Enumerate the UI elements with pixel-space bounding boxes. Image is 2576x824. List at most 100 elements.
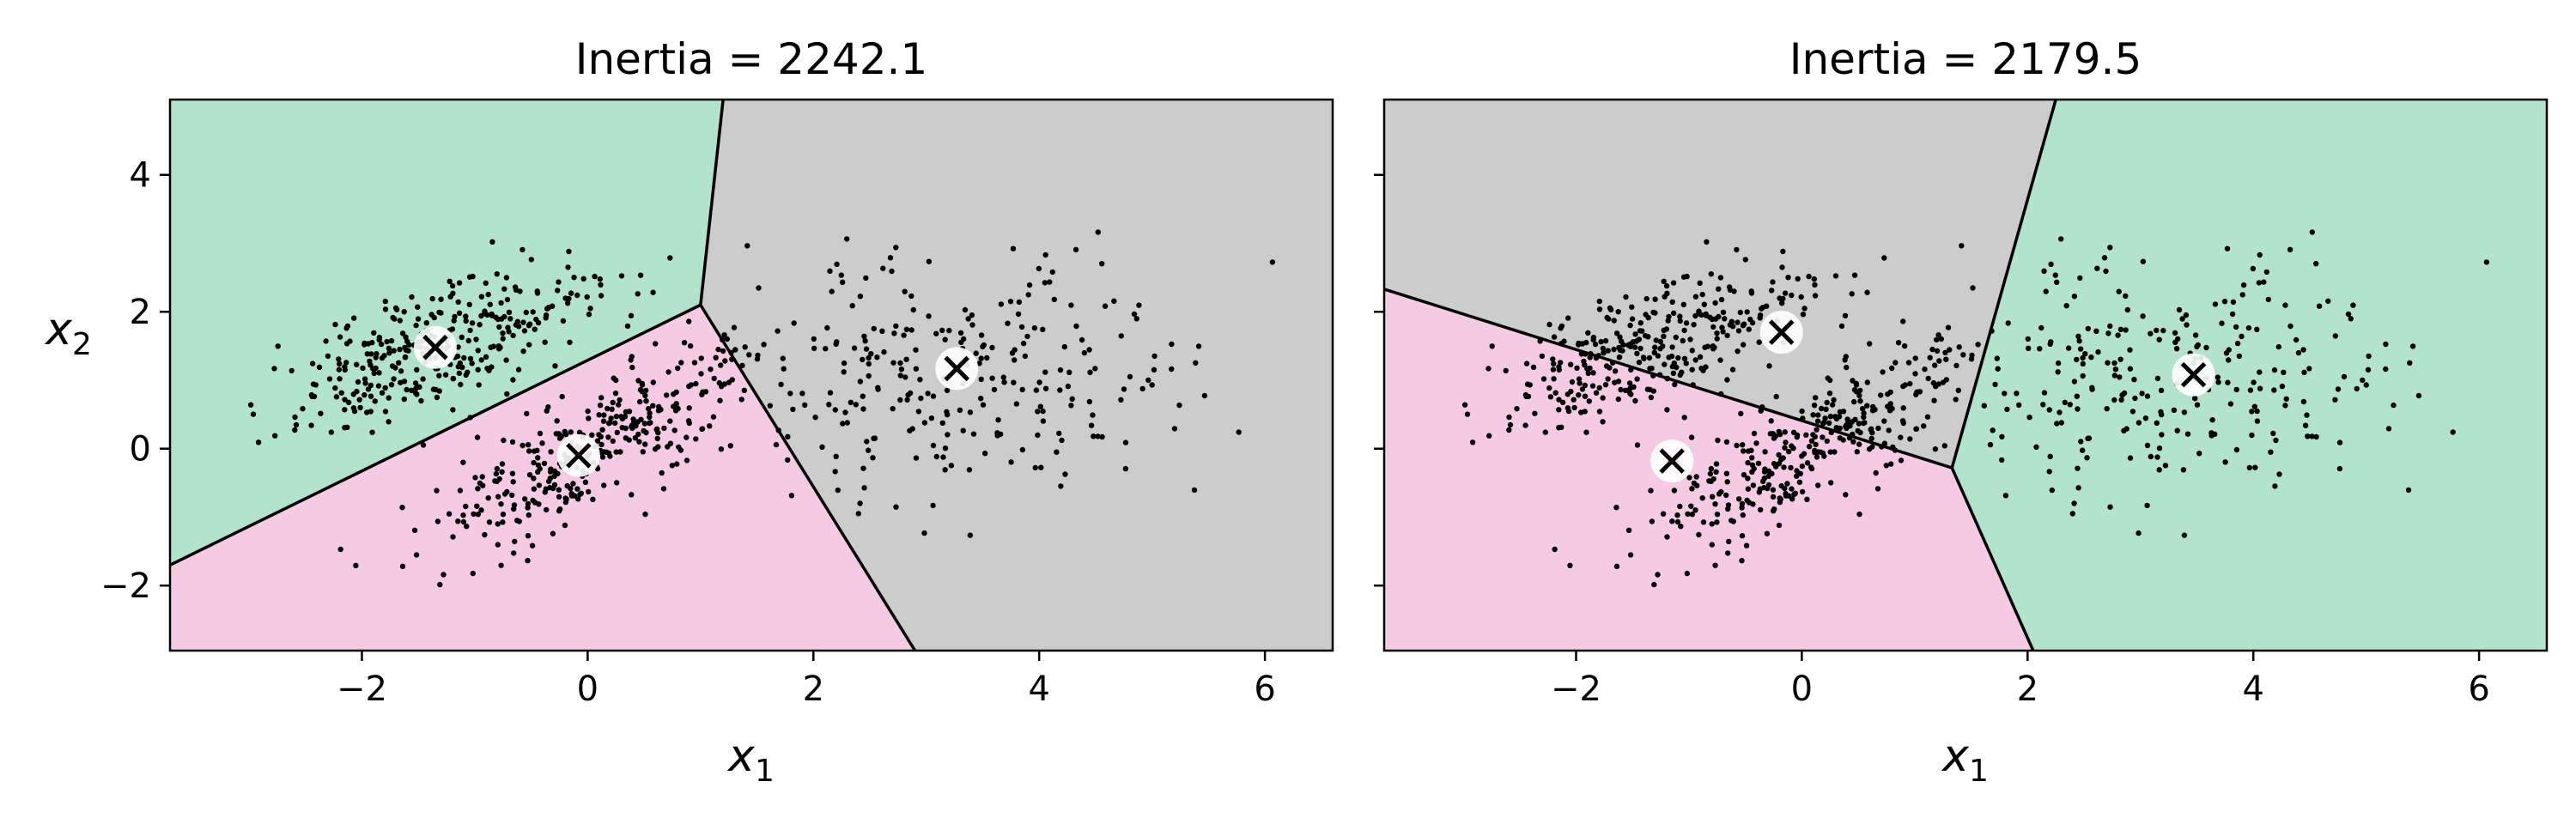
- data-point: [1942, 349, 1948, 355]
- data-point: [812, 415, 818, 421]
- data-point: [686, 383, 692, 390]
- data-point: [1990, 427, 1996, 433]
- data-point: [1072, 246, 1079, 252]
- data-point: [966, 467, 973, 473]
- data-point: [1740, 323, 1747, 329]
- data-point: [1912, 371, 1918, 377]
- data-point: [2093, 328, 2099, 334]
- data-point: [1664, 407, 1670, 413]
- data-point: [1650, 373, 1656, 379]
- data-point: [1987, 441, 1994, 448]
- data-point: [2254, 418, 2261, 424]
- data-point: [507, 316, 513, 322]
- data-point: [904, 397, 910, 403]
- data-point: [1824, 438, 1830, 445]
- data-point: [1886, 427, 1892, 433]
- data-point: [1847, 423, 1853, 429]
- data-point: [715, 346, 721, 353]
- data-point: [2415, 392, 2422, 399]
- data-point: [465, 337, 471, 344]
- data-point: [1596, 409, 1603, 415]
- data-point: [477, 480, 483, 487]
- data-point: [1005, 320, 1011, 326]
- data-point: [1042, 385, 1049, 391]
- data-point: [413, 322, 419, 329]
- data-point: [1565, 408, 1572, 415]
- data-point: [1821, 453, 1827, 459]
- data-point: [905, 392, 911, 398]
- data-point: [2383, 366, 2389, 373]
- data-point: [2309, 229, 2315, 235]
- data-point: [534, 447, 540, 453]
- x-axis-label-main: x: [1941, 730, 1970, 782]
- data-point: [1814, 454, 1820, 460]
- data-point: [1771, 508, 1777, 514]
- data-point: [376, 336, 382, 342]
- data-point: [509, 492, 515, 499]
- data-point: [802, 402, 808, 409]
- data-point: [1718, 391, 1724, 397]
- data-point: [475, 348, 481, 354]
- data-point: [2245, 324, 2252, 331]
- data-point: [732, 347, 738, 353]
- data-point: [1741, 472, 1747, 478]
- data-point: [391, 348, 397, 354]
- data-point: [1924, 414, 1931, 420]
- data-point: [1707, 470, 1714, 477]
- data-point: [499, 469, 505, 475]
- data-point: [713, 354, 719, 360]
- data-point: [780, 355, 786, 361]
- data-point: [638, 416, 644, 422]
- data-point: [2180, 467, 2187, 473]
- data-point: [2249, 409, 2255, 415]
- data-point: [1193, 360, 1199, 366]
- data-point: [819, 444, 825, 450]
- data-point: [1139, 385, 1145, 392]
- data-point: [1796, 479, 1803, 485]
- data-point: [1656, 372, 1663, 378]
- data-point: [1601, 350, 1607, 356]
- x-tick-label: 4: [1028, 670, 1049, 709]
- data-point: [472, 475, 478, 481]
- data-point: [2074, 356, 2080, 363]
- data-point: [1564, 391, 1571, 397]
- data-point: [1739, 558, 1745, 564]
- data-point: [510, 377, 516, 383]
- data-point: [1779, 300, 1785, 306]
- data-point: [2162, 463, 2169, 469]
- data-point: [1626, 390, 1633, 397]
- data-point: [1887, 401, 1893, 407]
- data-point: [2080, 373, 2086, 379]
- data-point: [1825, 375, 1831, 381]
- data-point: [1095, 229, 1102, 235]
- data-point: [863, 346, 870, 352]
- data-point: [1867, 341, 1873, 347]
- data-point: [2111, 397, 2117, 403]
- data-point: [2074, 393, 2080, 399]
- data-point: [598, 395, 605, 401]
- data-point: [2158, 387, 2165, 393]
- data-point: [2118, 397, 2124, 403]
- data-point: [1506, 414, 1512, 421]
- data-point: [1792, 490, 1798, 496]
- data-point: [1685, 511, 1691, 518]
- data-point: [436, 388, 442, 394]
- data-point: [592, 273, 598, 280]
- data-point: [1900, 383, 1906, 390]
- data-point: [1008, 459, 1014, 465]
- data-point: [2112, 367, 2119, 373]
- data-point: [2184, 431, 2191, 437]
- data-point: [1812, 293, 1819, 299]
- data-point: [1780, 455, 1786, 461]
- data-point: [2247, 387, 2254, 393]
- data-point: [1709, 542, 1716, 548]
- data-point: [1649, 518, 1656, 524]
- data-point: [325, 353, 331, 360]
- data-point: [337, 376, 343, 382]
- data-point: [2257, 369, 2263, 375]
- data-point: [1720, 309, 1727, 315]
- data-point: [1999, 457, 2005, 464]
- data-point: [411, 527, 418, 533]
- data-point: [1735, 328, 1742, 334]
- data-point: [450, 534, 456, 540]
